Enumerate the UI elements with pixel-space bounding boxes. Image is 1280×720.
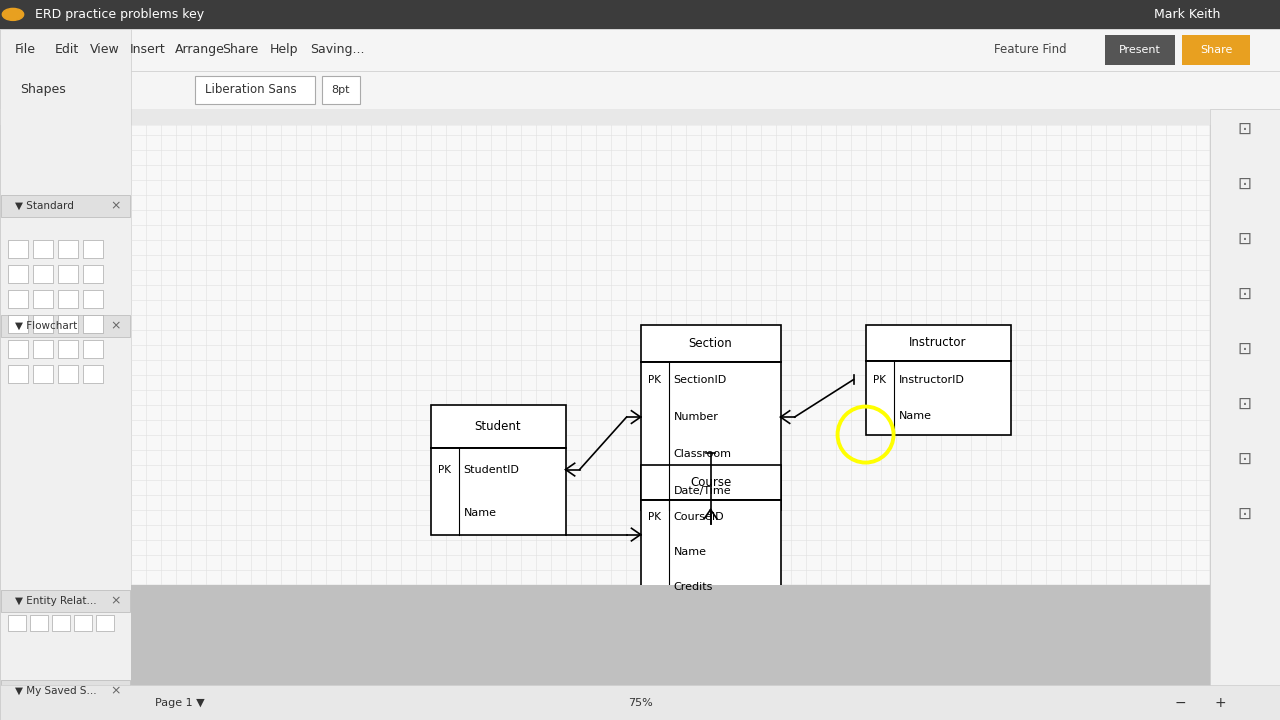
Text: Help: Help: [270, 43, 298, 56]
Text: −: −: [1174, 696, 1185, 710]
Text: 75%: 75%: [627, 698, 653, 708]
Text: Mark Keith: Mark Keith: [1153, 8, 1220, 21]
Text: PK: PK: [438, 464, 451, 474]
Text: ⊡: ⊡: [1238, 395, 1252, 413]
Text: View: View: [90, 43, 120, 56]
Text: Share: Share: [221, 43, 259, 56]
Text: Credits: Credits: [673, 582, 713, 592]
Text: ⊡: ⊡: [1238, 284, 1252, 302]
Text: File: File: [15, 43, 36, 56]
Text: 8pt: 8pt: [332, 85, 351, 94]
Bar: [640, 361, 781, 510]
Text: ⊡: ⊡: [1238, 230, 1252, 248]
Text: Instructor: Instructor: [909, 336, 966, 349]
Text: Student: Student: [475, 420, 521, 433]
Text: Shapes: Shapes: [20, 83, 65, 96]
Text: ▼ Standard: ▼ Standard: [15, 201, 74, 211]
Text: Feature Find: Feature Find: [993, 43, 1066, 56]
Text: ⊡: ⊡: [1238, 340, 1252, 358]
Text: SectionID: SectionID: [673, 375, 727, 385]
Text: Page 1 ▼: Page 1 ▼: [155, 698, 205, 708]
Text: ▼ Entity Relat...: ▼ Entity Relat...: [15, 596, 96, 606]
Text: Edit: Edit: [55, 43, 79, 56]
Bar: [865, 361, 1011, 435]
Text: CourseID: CourseID: [673, 512, 724, 522]
Text: ×: ×: [110, 320, 120, 333]
Text: ⊡: ⊡: [1238, 120, 1252, 138]
Text: ⊡: ⊡: [1238, 175, 1252, 193]
Text: PK: PK: [873, 374, 886, 384]
Text: ERD practice problems key: ERD practice problems key: [35, 8, 204, 21]
Text: Share: Share: [1199, 45, 1233, 55]
Text: PK: PK: [648, 375, 660, 385]
Text: InstructorID: InstructorID: [899, 374, 964, 384]
Bar: [430, 448, 566, 534]
Text: StudentID: StudentID: [463, 464, 520, 474]
Bar: [640, 325, 781, 361]
Text: ×: ×: [110, 685, 120, 698]
Text: ×: ×: [110, 199, 120, 212]
Text: Name: Name: [899, 411, 932, 421]
Text: Section: Section: [689, 336, 732, 350]
Text: Insert: Insert: [131, 43, 165, 56]
Text: Date/Time: Date/Time: [673, 486, 731, 496]
Text: ⊡: ⊡: [1238, 450, 1252, 468]
Bar: [640, 464, 781, 500]
Text: Course: Course: [690, 476, 731, 489]
Text: PK: PK: [648, 512, 660, 522]
Text: Name: Name: [463, 508, 497, 518]
Text: Name: Name: [673, 547, 707, 557]
Bar: [430, 405, 566, 448]
Text: ▼ My Saved S...: ▼ My Saved S...: [15, 686, 96, 696]
Bar: [865, 325, 1011, 361]
Text: Liberation Sans: Liberation Sans: [205, 83, 297, 96]
Text: Number: Number: [673, 412, 718, 422]
Text: ×: ×: [110, 595, 120, 608]
Text: Classroom: Classroom: [673, 449, 732, 459]
Text: ⊡: ⊡: [1238, 505, 1252, 523]
Text: Arrange: Arrange: [175, 43, 225, 56]
Text: +: +: [1215, 696, 1226, 710]
Text: Saving...: Saving...: [310, 43, 365, 56]
Text: ▼ Flowchart: ▼ Flowchart: [15, 321, 77, 331]
Text: Present: Present: [1119, 45, 1161, 55]
Bar: [640, 500, 781, 605]
